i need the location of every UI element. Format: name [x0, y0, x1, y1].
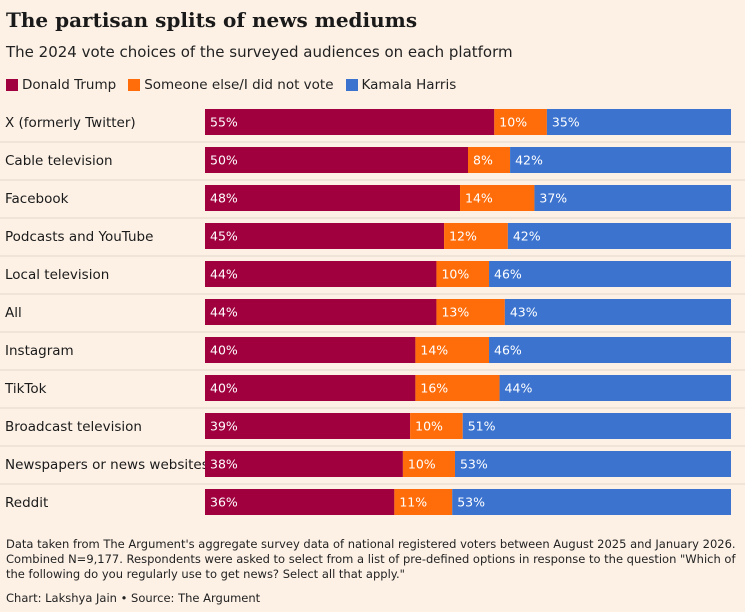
category-label: Instagram — [5, 343, 74, 359]
bar-segment — [410, 413, 463, 439]
bar-segment — [205, 337, 416, 363]
data-label: 12% — [449, 229, 477, 244]
bar-segment — [205, 375, 416, 401]
bar-segment — [507, 223, 731, 249]
legend: Donald Trump Someone else/I did not vote… — [6, 77, 468, 93]
category-label: Facebook — [5, 191, 69, 207]
bar-segment — [462, 413, 731, 439]
data-label: 44% — [505, 381, 533, 396]
legend-item-trump: Donald Trump — [6, 77, 116, 93]
data-label: 50% — [210, 153, 238, 168]
data-label: 46% — [494, 343, 522, 358]
bar-segment — [205, 261, 437, 287]
bar-segment — [454, 451, 731, 477]
data-label: 14% — [465, 191, 493, 206]
data-label: 44% — [210, 305, 238, 320]
bar-segment — [460, 185, 535, 211]
bar-segment — [494, 109, 547, 135]
bar-segment — [534, 185, 731, 211]
data-label: 42% — [515, 153, 543, 168]
bar-segment — [468, 147, 511, 173]
data-label: 40% — [210, 343, 238, 358]
category-label: TikTok — [4, 381, 47, 397]
data-label: 43% — [510, 305, 538, 320]
data-label: 14% — [420, 343, 448, 358]
legend-swatch-harris — [345, 79, 358, 91]
category-label: All — [5, 305, 22, 321]
legend-item-harris: Kamala Harris — [345, 77, 457, 93]
bar-segment — [415, 337, 490, 363]
data-label: 38% — [210, 457, 238, 472]
bar-segment — [436, 261, 490, 287]
bar-segment — [452, 489, 731, 515]
legend-swatch-other — [128, 79, 141, 91]
data-label: 39% — [210, 419, 238, 434]
bar-segment — [444, 223, 508, 249]
bar-segment — [436, 299, 505, 325]
bar-segment — [205, 109, 495, 135]
category-label: X (formerly Twitter) — [5, 115, 136, 131]
data-label: 53% — [460, 457, 488, 472]
category-label: Local television — [5, 267, 109, 283]
bar-segment — [205, 223, 445, 249]
data-label: 36% — [210, 495, 238, 510]
bar-segment — [205, 185, 461, 211]
legend-item-other: Someone else/I did not vote — [128, 77, 334, 93]
legend-label-other: Someone else/I did not vote — [144, 77, 334, 93]
data-label: 53% — [457, 495, 485, 510]
data-label: 40% — [210, 381, 238, 396]
bar-segment — [415, 375, 500, 401]
legend-label-trump: Donald Trump — [22, 77, 117, 93]
bar-segment — [510, 147, 731, 173]
data-label: 48% — [210, 191, 238, 206]
data-label: 10% — [499, 115, 527, 130]
data-label: 10% — [415, 419, 443, 434]
category-label: Reddit — [5, 495, 48, 511]
bar-segment — [205, 489, 395, 515]
chart-subtitle: The 2024 vote choices of the surveyed au… — [6, 43, 513, 61]
bar-segment — [205, 413, 411, 439]
data-label: 45% — [210, 229, 238, 244]
legend-swatch-trump — [6, 79, 18, 91]
data-label: 11% — [399, 495, 427, 510]
bar-segment — [499, 375, 731, 401]
data-label: 8% — [473, 153, 493, 168]
bar-segment — [489, 337, 731, 363]
bar-segment — [205, 147, 468, 173]
category-label: Newspapers or news websites — [5, 457, 209, 473]
data-label: 13% — [441, 305, 469, 320]
bar-segment — [546, 109, 731, 135]
bar-segment — [402, 451, 455, 477]
data-label: 16% — [420, 381, 448, 396]
category-label: Broadcast television — [5, 419, 142, 435]
data-label: 10% — [408, 457, 436, 472]
bar-segment — [394, 489, 453, 515]
bar-segment — [205, 451, 403, 477]
bar-segment — [489, 261, 731, 287]
legend-label-harris: Kamala Harris — [361, 77, 457, 93]
data-label: 10% — [441, 267, 469, 282]
data-label: 51% — [468, 419, 496, 434]
category-label: Podcasts and YouTube — [5, 229, 153, 245]
stacked-bar-chart: X (formerly Twitter) 55% 10% 35% Cable telev… — [0, 109, 745, 515]
data-label: 35% — [552, 115, 580, 130]
data-label: 46% — [494, 267, 522, 282]
bar-segment — [504, 299, 731, 325]
data-label: 37% — [539, 191, 567, 206]
credit-line: Chart: Lakshya Jain • Source: The Argume… — [6, 591, 261, 605]
chart-title: The partisan splits of news mediums — [6, 8, 418, 32]
category-label: Cable television — [5, 153, 113, 169]
bar-segment — [205, 299, 437, 325]
footnote: Data taken from The Argument's aggregate… — [6, 537, 736, 581]
data-label: 55% — [210, 115, 238, 130]
data-label: 44% — [210, 267, 238, 282]
data-label: 42% — [513, 229, 541, 244]
